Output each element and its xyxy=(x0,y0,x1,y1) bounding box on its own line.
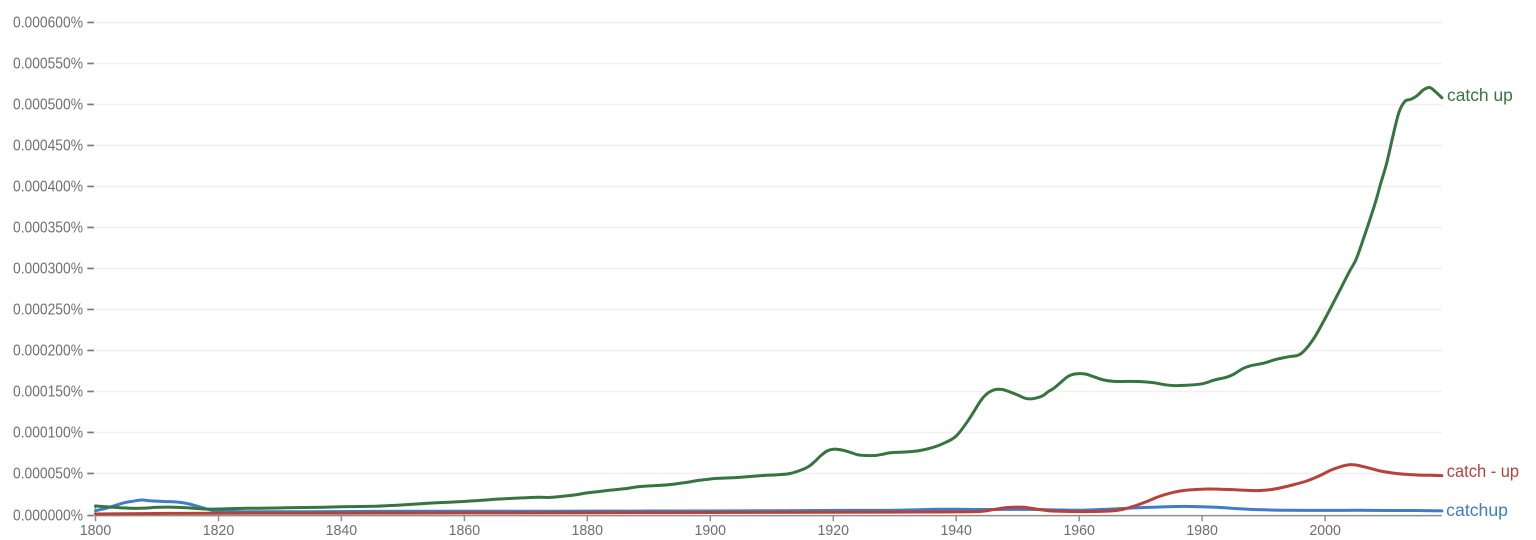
svg-text:1960: 1960 xyxy=(1063,522,1095,539)
svg-text:2000: 2000 xyxy=(1309,522,1341,539)
svg-text:0.000550%: 0.000550% xyxy=(13,56,83,73)
svg-text:0.000450%: 0.000450% xyxy=(13,138,83,155)
svg-text:0.000600%: 0.000600% xyxy=(13,15,83,32)
svg-text:catchup: catchup xyxy=(1446,500,1508,520)
svg-text:catch - up: catch - up xyxy=(1447,461,1519,481)
svg-text:1940: 1940 xyxy=(940,522,972,539)
svg-text:0.000000%: 0.000000% xyxy=(13,508,83,525)
svg-text:1800: 1800 xyxy=(80,522,112,539)
svg-text:1880: 1880 xyxy=(572,522,604,539)
svg-text:1860: 1860 xyxy=(449,522,481,539)
svg-text:catch up: catch up xyxy=(1447,85,1513,105)
svg-text:0.000150%: 0.000150% xyxy=(13,384,83,401)
svg-text:0.000500%: 0.000500% xyxy=(13,97,83,114)
svg-text:0.000350%: 0.000350% xyxy=(13,220,83,237)
svg-text:0.000100%: 0.000100% xyxy=(13,425,83,442)
svg-text:0.000050%: 0.000050% xyxy=(13,466,83,483)
svg-text:0.000200%: 0.000200% xyxy=(13,343,83,360)
svg-text:1820: 1820 xyxy=(203,522,235,539)
svg-text:1900: 1900 xyxy=(695,522,727,539)
svg-text:0.000400%: 0.000400% xyxy=(13,179,83,196)
svg-text:1920: 1920 xyxy=(818,522,850,539)
svg-text:0.000250%: 0.000250% xyxy=(13,302,83,319)
svg-text:0.000300%: 0.000300% xyxy=(13,261,83,278)
svg-text:1840: 1840 xyxy=(326,522,358,539)
svg-text:1980: 1980 xyxy=(1186,522,1218,539)
